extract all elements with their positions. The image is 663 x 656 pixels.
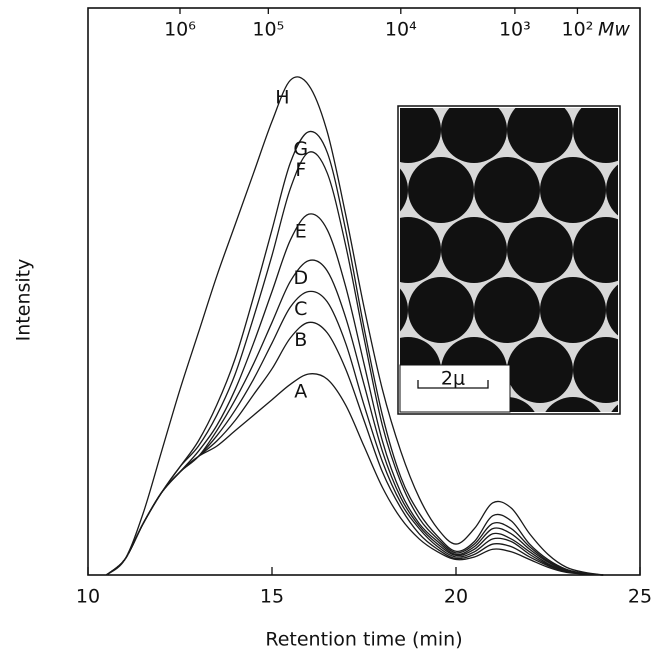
particle xyxy=(400,108,441,163)
plot-frame xyxy=(87,7,641,576)
particle xyxy=(540,157,606,223)
particle xyxy=(606,284,618,336)
particle xyxy=(573,217,618,283)
series-label: F xyxy=(295,159,306,181)
x2-tick-label: 10⁶ xyxy=(164,19,196,41)
curve xyxy=(105,151,604,576)
series-label: G xyxy=(293,138,308,160)
particle xyxy=(639,97,663,163)
particle xyxy=(573,337,618,403)
scale-bar xyxy=(417,380,489,389)
series-label: B xyxy=(294,329,307,351)
x-tick-label: 20 xyxy=(444,586,468,608)
particle xyxy=(606,164,618,216)
x2-tick-label: 10⁵ xyxy=(252,19,284,41)
particle xyxy=(441,108,507,163)
curve xyxy=(105,130,604,576)
particle xyxy=(408,277,474,343)
particle xyxy=(507,337,573,403)
x2-tick-label: 10⁴ xyxy=(385,19,417,41)
series-label: A xyxy=(294,380,307,402)
curve xyxy=(105,213,604,576)
particle xyxy=(441,217,507,283)
particle xyxy=(474,37,540,103)
particle xyxy=(540,277,606,343)
particle xyxy=(342,37,408,103)
particle xyxy=(606,37,663,103)
particle xyxy=(408,157,474,223)
particle xyxy=(639,337,663,403)
x-axis-label: Retention time (min) xyxy=(265,629,462,651)
particle xyxy=(474,157,540,223)
x-tick-label: 10 xyxy=(76,586,100,608)
particle xyxy=(400,217,441,283)
scale-label: 2μ xyxy=(441,368,465,390)
inset-micrograph: 2μ xyxy=(342,37,663,415)
x2-tick-label: 10² xyxy=(562,19,594,41)
x2-tick-label: 10³ xyxy=(499,19,531,41)
particles xyxy=(342,37,663,412)
x-tick-label: 15 xyxy=(260,586,284,608)
particle xyxy=(540,37,606,103)
y-axis-label: Intensity xyxy=(13,259,35,342)
particle xyxy=(400,288,408,332)
particle xyxy=(611,404,618,412)
curve xyxy=(105,76,604,576)
particle xyxy=(400,168,408,212)
particle xyxy=(639,217,663,283)
curve xyxy=(105,259,604,576)
particle xyxy=(545,397,601,412)
x2-axis-label: Mw xyxy=(598,19,630,41)
series-label: C xyxy=(294,298,307,320)
series-label: H xyxy=(275,87,289,109)
series-label: E xyxy=(295,221,307,243)
particle xyxy=(573,108,618,163)
particle xyxy=(474,277,540,343)
particle xyxy=(507,108,573,163)
series-label: D xyxy=(293,267,308,289)
particle xyxy=(408,37,474,103)
x-tick-label: 25 xyxy=(628,586,652,608)
particle xyxy=(507,217,573,283)
